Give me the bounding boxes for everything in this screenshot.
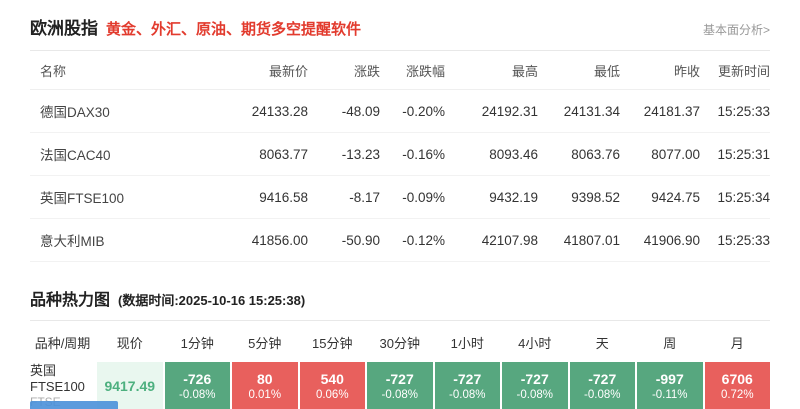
hm-col-5min: 5分钟 (248, 336, 282, 351)
cell-value: -727 (520, 370, 549, 387)
update-time: 15:25:33 (700, 89, 770, 133)
table-row: 英国FTSE100 9416.58 -8.17 -0.09% 9432.19 9… (30, 175, 770, 219)
heatmap-cell-30min: -727 -0.08% (367, 362, 433, 409)
col-header-time: 更新时间 (700, 51, 770, 90)
low-value: 24131.34 (538, 89, 620, 133)
hm-col-week: 周 (663, 336, 677, 351)
heatmap-cell-day: -727 -0.08% (569, 362, 635, 409)
update-time: 15:25:33 (700, 218, 770, 262)
quotes-header-row: 名称 最新价 涨跌 涨跌幅 最高 最低 昨收 更新时间 (30, 51, 770, 90)
heatmap-row: 英国FTSE100 FTSE 9417.49 -726 -0.08% 80 0.… (30, 362, 770, 409)
update-time: 15:25:31 (700, 132, 770, 176)
change-pct: -0.16% (380, 132, 445, 176)
col-header-high: 最高 (445, 51, 538, 90)
heatmap-header: 品种热力图 (数据时间:2025-10-16 15:25:38) (30, 286, 770, 321)
page-title: 欧洲股指 (30, 19, 98, 38)
table-row: 意大利MIB 41856.00 -50.90 -0.12% 42107.98 4… (30, 218, 770, 262)
hm-col-price: 现价 (116, 336, 143, 351)
hm-col-4hour: 4小时 (518, 336, 552, 351)
index-name[interactable]: 法国CAC40 (30, 132, 230, 176)
hm-col-variety: 品种/周期 (34, 336, 91, 351)
last-price: 41856.00 (230, 218, 308, 262)
quotes-table: 名称 最新价 涨跌 涨跌幅 最高 最低 昨收 更新时间 德国DAX30 2413… (30, 51, 770, 262)
col-header-pct: 涨跌幅 (380, 51, 445, 90)
heatmap-cell-month: 6706 0.72% (704, 362, 770, 409)
hm-col-1min: 1分钟 (180, 336, 214, 351)
heatmap-title: 品种热力图 (30, 292, 111, 309)
heatmap-cell-1hour: -727 -0.08% (434, 362, 500, 409)
low-value: 9398.52 (538, 175, 620, 219)
hm-col-month: 月 (730, 336, 744, 351)
prev-close: 8077.00 (620, 132, 700, 176)
last-price: 24133.28 (230, 89, 308, 133)
col-header-change: 涨跌 (308, 51, 380, 90)
prev-close: 9424.75 (620, 175, 700, 219)
cell-value: -997 (655, 370, 684, 387)
cell-pct: -0.08% (449, 388, 486, 401)
heatmap-index-name[interactable]: 英国FTSE100 (30, 362, 85, 394)
table-row: 法国CAC40 8063.77 -13.23 -0.16% 8093.46 80… (30, 132, 770, 176)
col-header-last: 最新价 (230, 51, 308, 90)
change-pct: -0.20% (380, 89, 445, 133)
cell-pct: 0.01% (248, 388, 282, 401)
col-header-name: 名称 (30, 51, 230, 90)
section-header: 欧洲股指 黄金、外汇、原油、期货多空提醒软件 基本面分析> (30, 0, 770, 51)
heatmap-header-row: 品种/周期 现价 1分钟 5分钟 15分钟 30分钟 1小时 4小时 天 周 月 (30, 321, 770, 362)
low-value: 8063.76 (538, 132, 620, 176)
cell-value: 6706 (721, 370, 753, 387)
last-price: 8063.77 (230, 132, 308, 176)
partial-blue-bar (30, 401, 118, 409)
cell-pct: -0.08% (516, 388, 553, 401)
high-value: 24192.31 (445, 89, 538, 133)
low-value: 41807.01 (538, 218, 620, 262)
heatmap-table: 品种/周期 现价 1分钟 5分钟 15分钟 30分钟 1小时 4小时 天 周 月… (30, 321, 770, 409)
prev-close: 41906.90 (620, 218, 700, 262)
high-value: 42107.98 (445, 218, 538, 262)
change-value: -48.09 (308, 89, 380, 133)
heatmap-cell-1min: -726 -0.08% (164, 362, 230, 409)
fundamental-analysis-link[interactable]: 基本面分析> (702, 23, 770, 37)
hm-col-30min: 30分钟 (379, 336, 420, 351)
cell-value: -726 (183, 370, 212, 387)
table-row: 德国DAX30 24133.28 -48.09 -0.20% 24192.31 … (30, 89, 770, 133)
cell-value: -727 (588, 370, 617, 387)
change-pct: -0.12% (380, 218, 445, 262)
heatmap-cell-5min: 80 0.01% (232, 362, 298, 409)
heatmap-cell-15min: 540 0.06% (299, 362, 365, 409)
cell-pct: 0.06% (315, 388, 349, 401)
update-time: 15:25:34 (700, 175, 770, 219)
high-value: 8093.46 (445, 132, 538, 176)
cell-pct: -0.08% (584, 388, 621, 401)
cell-value: 80 (256, 370, 273, 387)
promo-subtitle: 黄金、外汇、原油、期货多空提醒软件 (106, 21, 362, 38)
index-name[interactable]: 意大利MIB (30, 218, 230, 262)
cell-pct: -0.08% (179, 388, 216, 401)
cell-value: -727 (385, 370, 414, 387)
change-value: -8.17 (308, 175, 380, 219)
col-header-low: 最低 (538, 51, 620, 90)
hm-col-1hour: 1小时 (450, 336, 484, 351)
index-name[interactable]: 英国FTSE100 (30, 175, 230, 219)
change-value: -13.23 (308, 132, 380, 176)
col-header-prev: 昨收 (620, 51, 700, 90)
cell-value: -727 (453, 370, 482, 387)
cell-pct: 0.72% (720, 388, 754, 401)
hm-col-15min: 15分钟 (312, 336, 353, 351)
cell-pct: -0.11% (651, 388, 688, 401)
change-pct: -0.09% (380, 175, 445, 219)
heatmap-cell-4hour: -727 -0.08% (502, 362, 568, 409)
high-value: 9432.19 (445, 175, 538, 219)
cell-value: 540 (320, 370, 344, 387)
cell-pct: -0.08% (381, 388, 418, 401)
heatmap-data-time: (数据时间:2025-10-16 15:25:38) (118, 293, 306, 308)
last-price: 9416.58 (230, 175, 308, 219)
change-value: -50.90 (308, 218, 380, 262)
prev-close: 24181.37 (620, 89, 700, 133)
index-name[interactable]: 德国DAX30 (30, 89, 230, 133)
heatmap-cell-week: -997 -0.11% (637, 362, 703, 409)
hm-col-day: 天 (595, 336, 609, 351)
